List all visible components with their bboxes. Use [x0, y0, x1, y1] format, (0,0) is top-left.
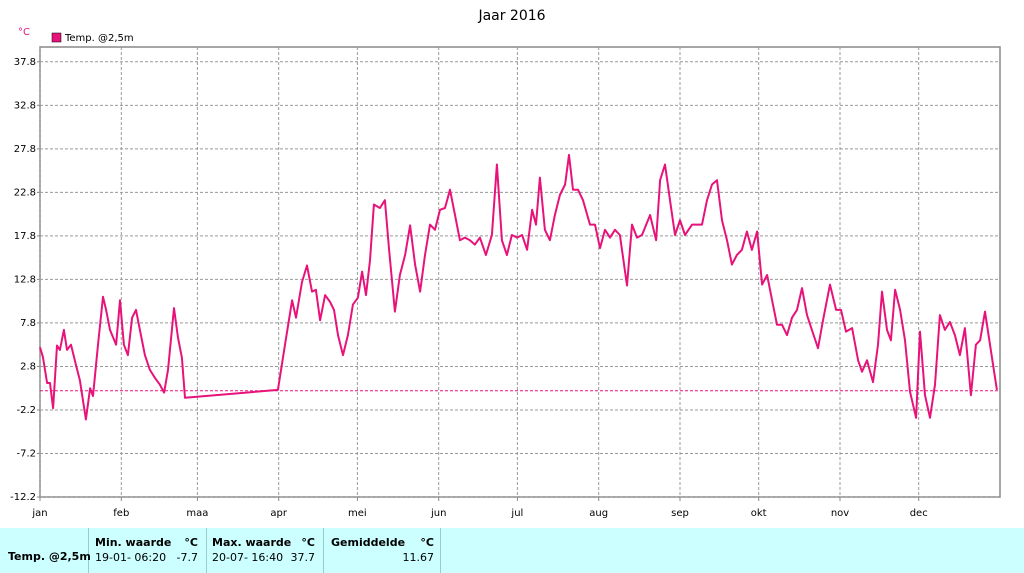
- col-title: Max. waarde: [212, 536, 292, 549]
- y-tick-label: 37.8: [14, 57, 36, 68]
- row-label-cell: Temp. @2,5m: [0, 528, 91, 573]
- col-value: 11.67: [402, 551, 435, 564]
- y-tick-label: 22.8: [14, 187, 36, 198]
- y-tick-label: 12.8: [14, 274, 36, 285]
- col-title: Gemiddelde: [331, 536, 406, 549]
- summary-table: Temp. @2,5m Min. waarde °C 19-01- 06:20 …: [0, 528, 1024, 573]
- y-tick-label: 2.8: [20, 361, 36, 372]
- legend-label: Temp. @2,5m: [64, 33, 134, 44]
- y-tick-label: 27.8: [14, 144, 36, 155]
- chart-title: Jaar 2016: [477, 8, 545, 24]
- y-tick-label: -7.2: [16, 448, 36, 459]
- max-cell: Max. waarde °C 20-07- 16:40 37.7: [207, 528, 324, 573]
- x-tick-label: jun: [430, 508, 446, 519]
- col-time: 19-01- 06:20: [95, 551, 167, 564]
- col-title: Min. waarde: [95, 536, 172, 549]
- y-axis-unit: °C: [18, 27, 30, 38]
- x-tick-label: jul: [510, 508, 523, 519]
- col-unit: °C: [184, 536, 198, 549]
- x-tick-label: sep: [671, 508, 689, 519]
- plot-area: [39, 46, 1001, 498]
- x-tick-label: okt: [751, 508, 767, 519]
- col-value: -7.7: [176, 551, 198, 564]
- x-tick-label: feb: [113, 508, 129, 519]
- x-tick-label: jan: [31, 508, 47, 519]
- min-cell: Min. waarde °C 19-01- 06:20 -7.7: [89, 528, 207, 573]
- x-tick-label: apr: [270, 508, 287, 519]
- legend-swatch: [51, 32, 62, 43]
- y-tick-label: -12.2: [10, 492, 36, 503]
- avg-cell: Gemiddelde °C 11.67: [324, 528, 441, 573]
- row-label: Temp. @2,5m: [8, 550, 91, 563]
- y-tick-label: -2.2: [16, 405, 36, 416]
- x-tick-label: mei: [348, 508, 367, 519]
- col-time: 20-07- 16:40: [212, 551, 284, 564]
- chart: Jaar 2016 °C -12.2 -7.2 -2.2 2.8 7.8 12.8 17.8…: [10, 8, 1001, 519]
- y-tick-label: 17.8: [14, 231, 36, 242]
- col-unit: °C: [301, 536, 315, 549]
- col-unit: °C: [420, 536, 434, 549]
- x-tick-label: maa: [186, 508, 208, 519]
- data-line: [39, 153, 998, 421]
- y-tick-label: 7.8: [20, 318, 36, 329]
- x-tick-label: aug: [589, 508, 608, 519]
- x-tick-label: nov: [831, 508, 849, 519]
- y-tick-label: 32.8: [14, 100, 36, 111]
- x-tick-label: dec: [910, 508, 928, 519]
- col-value: 37.7: [290, 551, 316, 564]
